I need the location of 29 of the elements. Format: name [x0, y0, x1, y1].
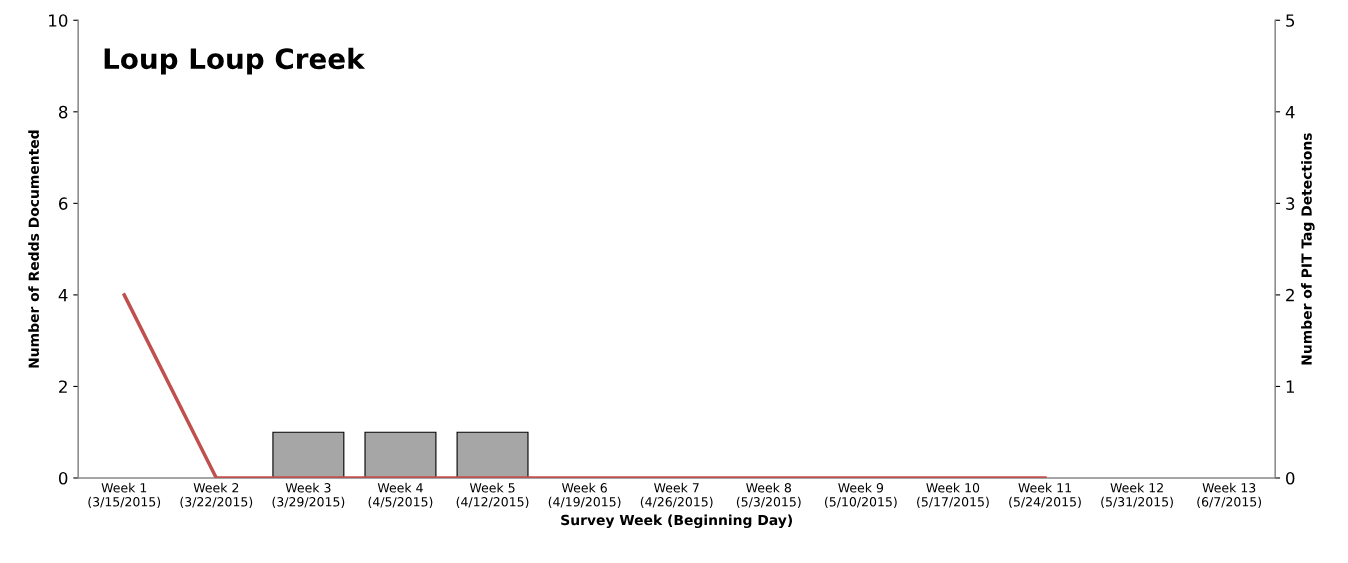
y-tick-label: 2 [59, 380, 67, 393]
x-tick-label: Week 4 (4/5/2015) [368, 482, 433, 508]
x-tick-label: Week 1 (3/15/2015) [88, 482, 161, 508]
x-tick-label: Week 2 (3/22/2015) [180, 482, 253, 508]
x-tick-label: Week 13 (6/7/2015) [1197, 482, 1262, 508]
y-tick-label: 10 [49, 14, 68, 27]
y2-tick-label: 5 [1286, 14, 1295, 27]
y-tick-label: 8 [58, 105, 68, 119]
y-axis-title: Number of Redds Documented [28, 130, 40, 368]
x-axis-title: Survey Week (Beginning Day) [561, 514, 792, 529]
y-tick-label: 6 [59, 197, 68, 210]
y2-axis-title: Number of PIT Tag Detections [1301, 133, 1315, 365]
x-tick-label: Week 12 (5/31/2015) [1101, 482, 1173, 508]
y2-tick-label: 2 [1286, 288, 1294, 302]
y2-tick-label: 3 [1286, 197, 1295, 210]
y2-tick-label: 4 [1285, 105, 1295, 119]
y2-tick-label: 1 [1286, 380, 1294, 393]
x-tick-label: Week 9 (5/10/2015) [825, 482, 897, 508]
y-tick-label: 4 [58, 289, 68, 302]
x-tick-label: Week 10 (5/17/2015) [917, 482, 989, 508]
y2-tick-label: 0 [1286, 471, 1295, 485]
y-tick-label: 0 [58, 471, 68, 485]
x-tick-label: Week 7 (4/26/2015) [640, 482, 713, 508]
x-tick-label: Week 5 (4/12/2015) [456, 482, 529, 508]
x-tick-label: Week 8 (5/3/2015) [736, 482, 801, 508]
x-tick-label: Week 11 (5/24/2015) [1009, 482, 1081, 508]
text: Loup Loup Creek [104, 47, 366, 75]
x-tick-label: Week 3 (3/29/2015) [272, 482, 345, 508]
x-tick-label: Week 6 (4/19/2015) [548, 482, 621, 508]
